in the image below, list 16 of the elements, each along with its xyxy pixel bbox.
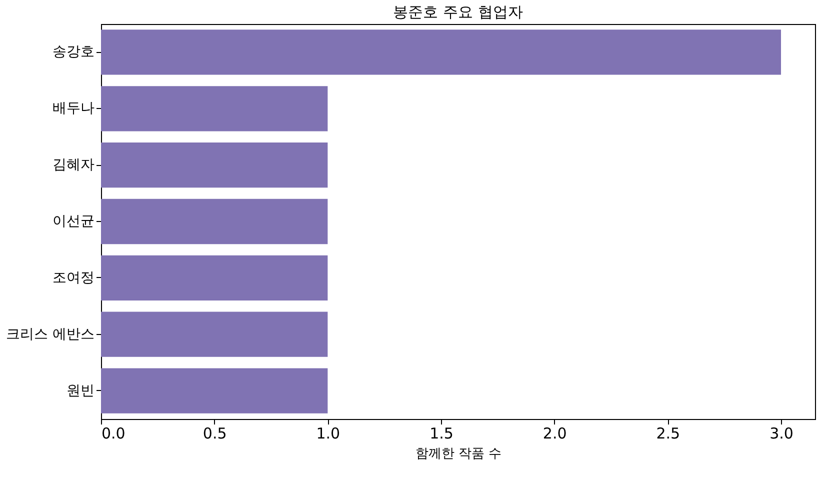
- y-tick-label: 송강호: [52, 44, 94, 60]
- y-tick-label: 크리스 에반스: [6, 326, 94, 342]
- x-tick-label: 2.0: [542, 424, 567, 442]
- x-tick-label: 3.0: [770, 424, 794, 442]
- x-axis-title: 함께한 작품 수: [415, 446, 502, 462]
- x-tick-label: 1.0: [316, 424, 340, 442]
- y-tick-label: 배두나: [52, 100, 94, 117]
- y-tick-label: 조여정: [52, 270, 94, 286]
- chart-title: 봉준호 주요 협업자: [393, 3, 523, 21]
- x-tick-label: 2.5: [656, 424, 680, 442]
- y-tick-label: 김혜자: [52, 157, 94, 174]
- y-tick-label: 이선균: [52, 214, 94, 230]
- x-tick-label: 1.5: [430, 424, 454, 442]
- x-tick-label: 0.5: [202, 424, 227, 442]
- x-tick-label: 0.0: [102, 424, 126, 442]
- y-tick-label: 원빈: [66, 382, 94, 399]
